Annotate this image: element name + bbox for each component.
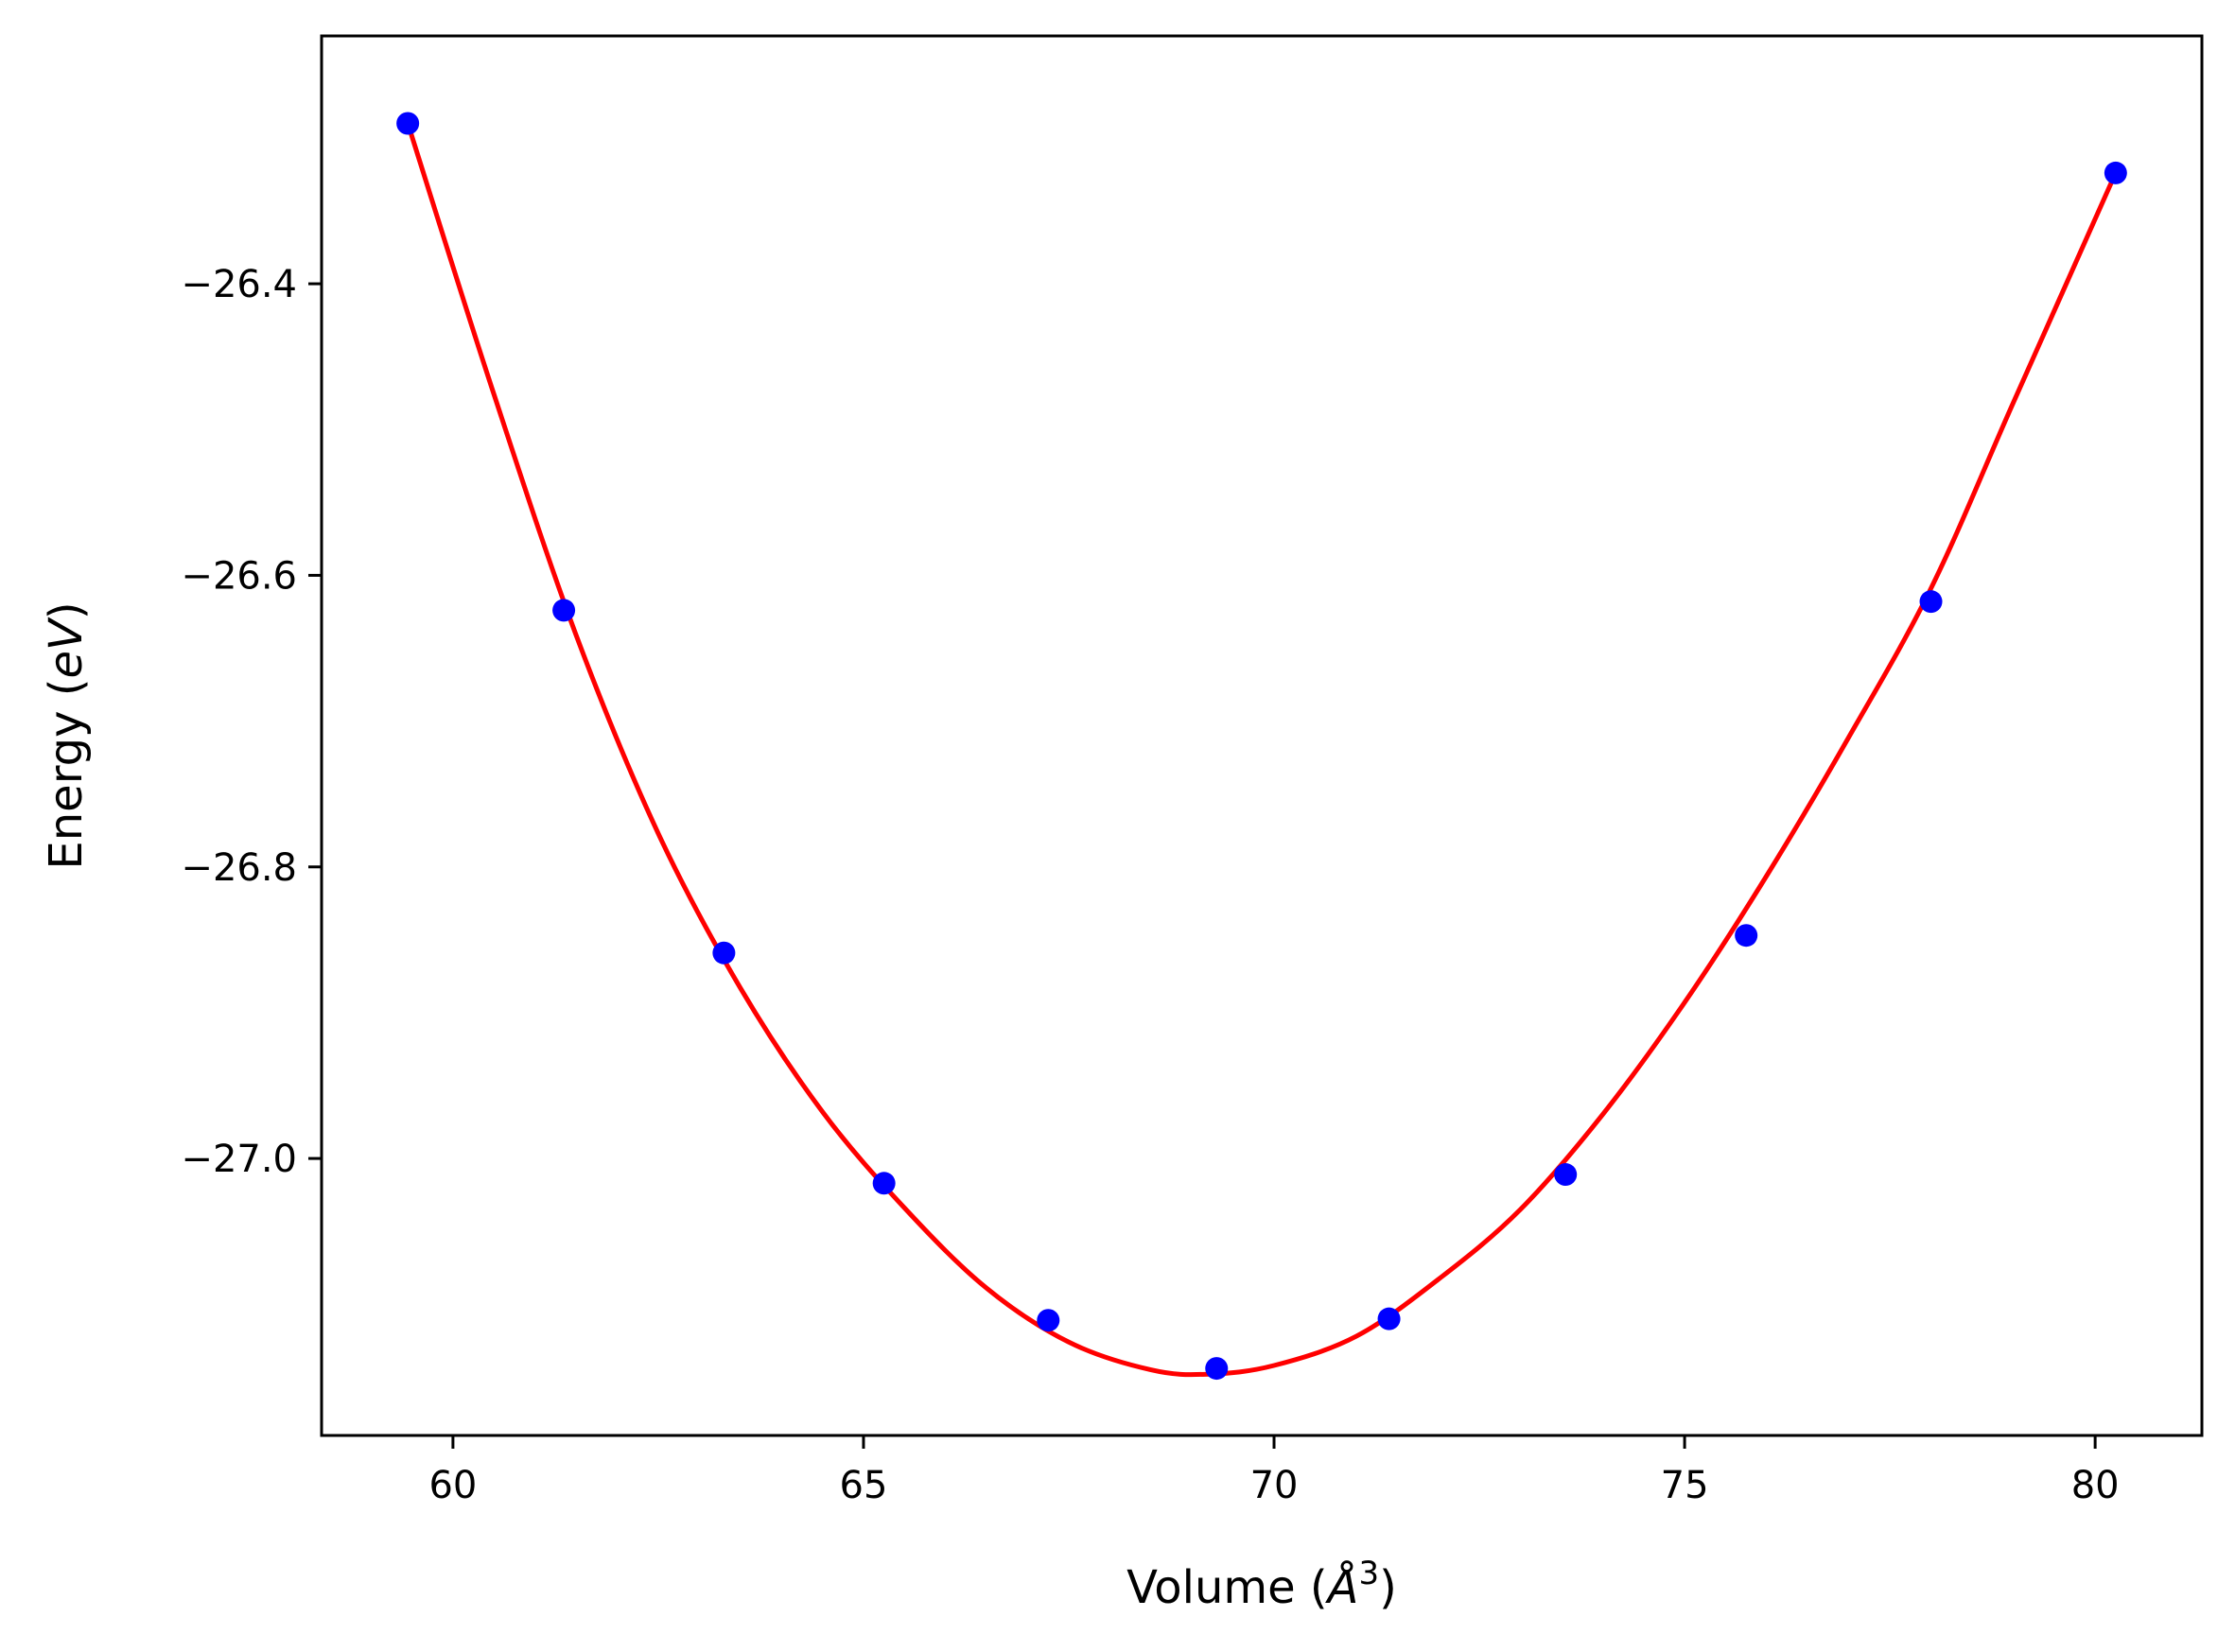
x-tick-label: 65 [840,1464,888,1507]
y-tick-label: −27.0 [181,1138,297,1181]
data-point [552,599,576,622]
x-axis-ticks: 60 65 70 75 80 [428,1435,2120,1507]
data-point [1205,1357,1229,1381]
data-point [1377,1307,1401,1330]
y-tick-label: −26.6 [181,554,297,598]
data-point [1919,590,1943,614]
x-tick-label: 60 [428,1464,477,1507]
y-axis-label: Energy (eV) [40,601,93,869]
x-axis-label: Volume (Å3) [1126,1555,1397,1614]
data-point [872,1172,896,1195]
data-point [1037,1309,1060,1332]
x-tick-label: 75 [1661,1464,1709,1507]
y-axis-ticks: −26.4 −26.6 −26.8 −27.0 [181,263,322,1181]
x-tick-label: 80 [2071,1464,2120,1507]
data-point [1735,924,1758,948]
plot-area [396,112,2127,1381]
data-point [2104,161,2127,184]
data-point [1554,1163,1578,1187]
y-tick-label: −26.8 [181,846,297,890]
data-point [712,941,736,965]
y-tick-label: −26.4 [181,263,297,306]
data-points [396,112,2127,1381]
data-point [396,112,420,135]
x-tick-label: 70 [1250,1464,1299,1507]
axes-frame [320,34,2204,1437]
fit-curve-line [405,121,2119,1378]
